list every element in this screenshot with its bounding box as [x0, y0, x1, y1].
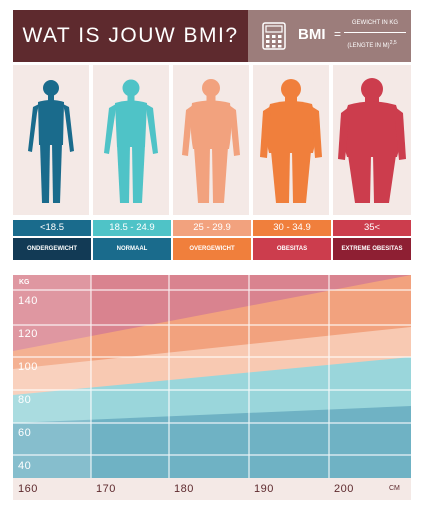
x-tick: 180 — [174, 483, 194, 495]
category-range: 18.5 - 24.9 — [93, 220, 171, 236]
y-tick: 120 — [18, 328, 38, 340]
underweight-body-icon — [28, 80, 74, 203]
formula-label: BMI — [298, 26, 326, 43]
category-name: OVERGEWICHT — [173, 238, 251, 260]
formula-numerator: GEWICHT IN KG — [351, 20, 399, 26]
category-underweight: <18.5 ONDERGEWICHT — [13, 220, 91, 260]
x-tick: 160 — [18, 483, 38, 495]
formula-equals: = — [334, 27, 342, 41]
fraction-line — [344, 32, 406, 33]
obese-body-icon — [260, 79, 322, 203]
y-tick: 60 — [18, 427, 32, 439]
denominator-text: (LENGTE IN M) — [347, 43, 390, 49]
formula-exponent: 2,5 — [389, 40, 397, 46]
normal-body-icon — [104, 79, 158, 203]
category-name: EXTREME OBESITAS — [333, 238, 411, 260]
category-range: 25 - 29.9 — [173, 220, 251, 236]
extreme-obese-body-icon — [338, 78, 406, 203]
grid-lines — [13, 275, 411, 478]
height-axis: 160 170 180 190 200 CM — [13, 478, 411, 500]
column-shade — [13, 275, 91, 478]
category-name: ONDERGEWICHT — [13, 238, 91, 260]
x-tick: 170 — [96, 483, 116, 495]
bmi-categories: <18.5 ONDERGEWICHT 18.5 - 24.9 NORMAAL 2… — [13, 220, 411, 260]
y-tick: 40 — [18, 460, 32, 472]
category-extreme-obese: 35< EXTREME OBESITAS — [333, 220, 411, 260]
x-tick: 200 — [334, 483, 354, 495]
weight-unit-label: KG — [19, 279, 30, 286]
body-illustrations — [13, 65, 411, 215]
formula-denominator: (LENGTE IN M)2,5 — [338, 40, 406, 49]
category-name: OBESITAS — [253, 238, 331, 260]
height-unit-label: CM — [389, 485, 400, 492]
category-overweight: 25 - 29.9 OVERGEWICHT — [173, 220, 251, 260]
band-underweight — [13, 406, 411, 478]
category-normal: 18.5 - 24.9 NORMAAL — [93, 220, 171, 260]
y-tick: 140 — [18, 295, 38, 307]
category-range: 30 - 34.9 — [253, 220, 331, 236]
panel-overweight — [173, 65, 249, 215]
header: WAT IS JOUW BMI? BMI = GEWICHT IN KG (LE… — [13, 10, 411, 62]
bmi-bands — [13, 275, 411, 478]
panel-underweight — [13, 65, 89, 215]
category-obese: 30 - 34.9 OBESITAS — [253, 220, 331, 260]
calculator-icon — [262, 22, 286, 50]
y-tick: 100 — [18, 361, 38, 373]
category-range: 35< — [333, 220, 411, 236]
panel-extreme-obese — [333, 65, 411, 215]
page-title: WAT IS JOUW BMI? — [13, 10, 248, 62]
panel-normal — [93, 65, 169, 215]
y-tick: 80 — [18, 394, 32, 406]
overweight-body-icon — [182, 79, 240, 203]
bmi-chart: KG 140 120 100 80 60 40 — [13, 275, 411, 478]
bmi-formula: BMI = GEWICHT IN KG (LENGTE IN M)2,5 — [248, 10, 411, 62]
category-range: <18.5 — [13, 220, 91, 236]
category-name: NORMAAL — [93, 238, 171, 260]
panel-obese — [253, 65, 329, 215]
x-tick: 190 — [254, 483, 274, 495]
